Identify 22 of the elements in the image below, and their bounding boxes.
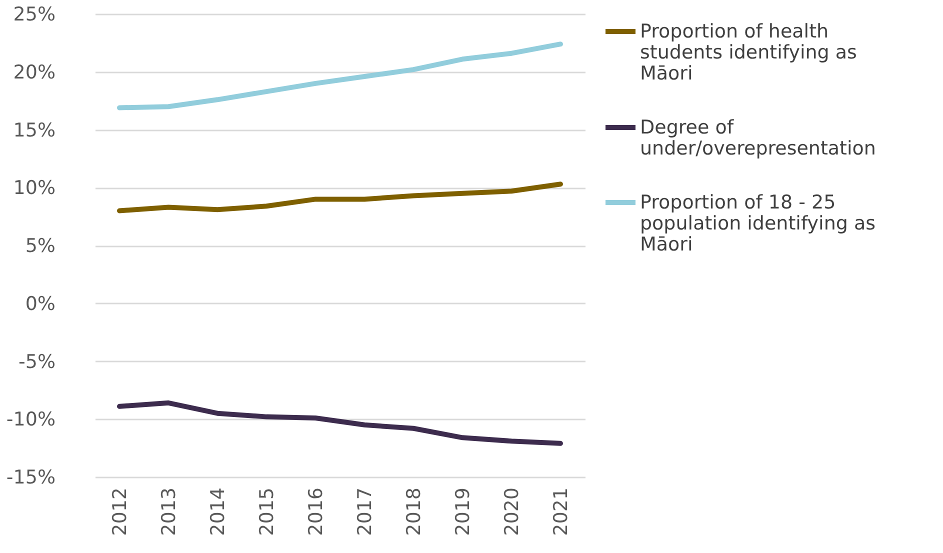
x-tick-label: 2017 bbox=[354, 488, 376, 536]
y-tick-label: 10% bbox=[13, 177, 56, 200]
x-tick-label: 2013 bbox=[158, 488, 180, 536]
legend-label: Degree of under/overepresentation bbox=[640, 116, 876, 160]
y-tick-label: 5% bbox=[25, 235, 56, 257]
x-tick-label: 2019 bbox=[452, 488, 474, 536]
x-tick-label: 2018 bbox=[403, 488, 425, 536]
y-tick-label: 0% bbox=[25, 292, 56, 315]
legend-label: Proportion of health students identifying as Māori bbox=[640, 20, 857, 84]
x-tick-label: 2021 bbox=[550, 488, 572, 536]
y-tick-label: -10% bbox=[6, 408, 56, 431]
y-tick-label: -15% bbox=[6, 466, 56, 488]
x-tick-label: 2015 bbox=[256, 488, 278, 536]
x-tick-label: 2012 bbox=[109, 488, 131, 536]
legend-label: Proportion of 18 - 25 population identifying as Māori bbox=[640, 192, 876, 256]
y-tick-label: 20% bbox=[13, 61, 56, 84]
y-tick-label: 25% bbox=[13, 4, 56, 26]
x-tick-label: 2020 bbox=[501, 488, 523, 536]
y-tick-label: 15% bbox=[13, 119, 56, 142]
y-tick-label: -5% bbox=[18, 350, 56, 373]
x-tick-label: 2014 bbox=[207, 488, 229, 536]
x-tick-label: 2016 bbox=[305, 488, 327, 536]
